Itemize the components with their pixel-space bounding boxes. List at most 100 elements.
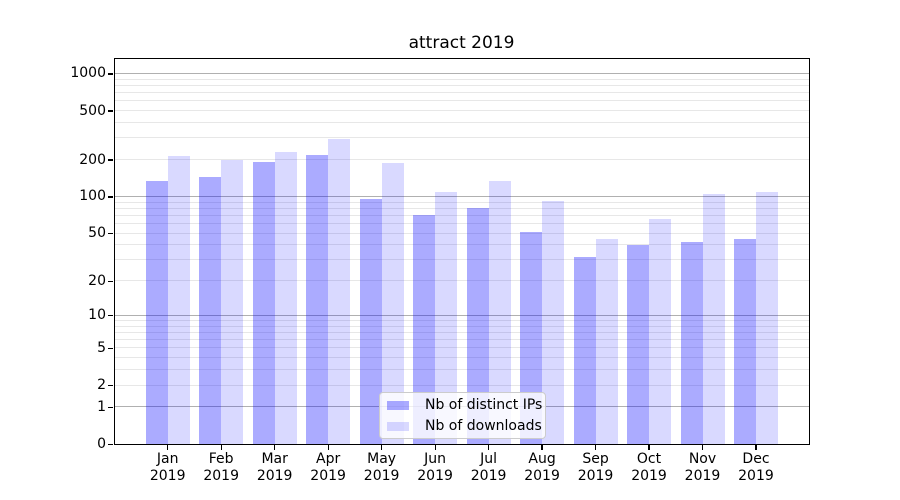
x-tick-label: Feb 2019: [203, 451, 239, 484]
chart-title: attract 2019: [408, 33, 515, 53]
x-tick-label: Nov 2019: [684, 451, 721, 484]
bar-sep-downloads: [595, 239, 618, 445]
minor-gridline: [113, 244, 810, 246]
minor-gridline: [113, 159, 810, 161]
y-tick-label: 100: [79, 188, 106, 205]
y-tick-label: 2: [97, 377, 106, 394]
legend-label-downloads: Nb of downloads: [425, 418, 542, 434]
minor-gridline: [113, 339, 810, 341]
x-tick-mark: [755, 445, 757, 450]
x-tick-mark: [434, 445, 436, 450]
x-tick-mark: [381, 445, 383, 450]
y-tick-mark: [108, 443, 113, 446]
x-tick-mark: [487, 445, 490, 450]
bar-jan-distinct-ips: [145, 181, 168, 445]
bar-mar-downloads: [274, 151, 297, 445]
x-tick-mark: [167, 445, 169, 450]
minor-gridline: [113, 357, 810, 359]
minor-gridline: [113, 137, 810, 139]
minor-gridline: [113, 110, 810, 112]
y-tick-label: 10: [88, 307, 106, 324]
y-tick-label: 1: [97, 398, 106, 415]
x-tick-mark: [594, 445, 597, 450]
y-tick-label: 1000: [70, 65, 106, 82]
bar-aug-distinct-ips: [520, 231, 543, 445]
x-tick-label: Dec 2019: [738, 451, 774, 484]
minor-gridline: [113, 201, 810, 203]
x-tick-label: Sep 2019: [577, 451, 614, 484]
bar-sep-distinct-ips: [573, 256, 596, 445]
y-tick-mark: [108, 280, 113, 282]
major-gridline: [113, 314, 810, 316]
x-tick-label: Jan 2019: [149, 451, 186, 484]
x-tick-mark: [701, 445, 704, 450]
x-tick-label: Aug 2019: [524, 451, 560, 484]
bar-may-distinct-ips: [359, 198, 382, 445]
y-tick-mark: [108, 315, 113, 317]
bar-jun-downloads: [435, 191, 458, 445]
bar-dec-distinct-ips: [733, 239, 756, 445]
x-tick-label: Apr 2019: [310, 451, 346, 484]
plot-area: [113, 58, 810, 445]
y-tick-mark: [108, 233, 113, 235]
bar-oct-downloads: [649, 218, 672, 445]
bar-nov-downloads: [702, 194, 725, 445]
x-tick-mark: [541, 445, 543, 450]
minor-gridline: [113, 320, 810, 321]
y-tick-label: 0: [97, 436, 106, 452]
y-tick-label: 5: [97, 339, 106, 356]
y-tick-mark: [108, 159, 113, 161]
minor-gridline: [113, 100, 810, 102]
bar-mar-distinct-ips: [252, 162, 275, 445]
minor-gridline: [113, 232, 810, 234]
x-tick-label: Mar 2019: [256, 451, 293, 484]
bar-dec-downloads: [755, 191, 778, 445]
bar-nov-distinct-ips: [680, 241, 703, 445]
minor-gridline: [113, 369, 810, 371]
bar-jan-downloads: [167, 156, 190, 445]
legend: Nb of distinct IPs Nb of downloads: [379, 392, 546, 439]
bar-jun-distinct-ips: [413, 215, 436, 445]
y-tick-mark: [108, 406, 113, 408]
bar-jul-distinct-ips: [466, 208, 489, 445]
bar-apr-distinct-ips: [306, 154, 329, 445]
x-tick-mark: [274, 445, 276, 450]
major-gridline: [113, 195, 810, 197]
legend-item-downloads: Nb of downloads: [380, 418, 545, 435]
minor-gridline: [113, 331, 810, 333]
minor-gridline: [113, 78, 810, 80]
legend-swatch-distinct-ips: [387, 400, 409, 410]
y-tick-mark: [108, 347, 113, 349]
x-tick-mark: [220, 445, 222, 450]
minor-gridline: [113, 84, 810, 86]
major-gridline: [113, 72, 810, 74]
minor-gridline: [113, 259, 810, 261]
y-tick-label: 500: [79, 102, 106, 119]
x-tick-label: Oct 2019: [631, 451, 667, 484]
x-tick-label: Jun 2019: [417, 451, 453, 484]
minor-gridline: [113, 280, 810, 282]
x-tick-label: Jul 2019: [470, 451, 507, 484]
bar-feb-downloads: [221, 159, 244, 445]
bar-feb-distinct-ips: [199, 176, 222, 445]
y-tick-mark: [108, 384, 113, 387]
minor-gridline: [113, 223, 810, 225]
y-tick-mark: [108, 73, 113, 75]
minor-gridline: [113, 325, 810, 327]
bar-aug-downloads: [542, 200, 565, 445]
x-tick-mark: [327, 445, 329, 450]
bar-jul-downloads: [488, 181, 511, 445]
minor-gridline: [113, 92, 810, 94]
minor-gridline: [113, 122, 810, 124]
legend-item-distinct-ips: Nb of distinct IPs: [380, 397, 545, 414]
legend-label-distinct-ips: Nb of distinct IPs: [425, 397, 543, 413]
y-tick-label: 20: [88, 272, 106, 289]
legend-swatch-downloads: [387, 421, 409, 431]
bar-may-downloads: [381, 163, 404, 445]
minor-gridline: [113, 347, 810, 349]
bar-apr-downloads: [328, 138, 351, 445]
y-tick-mark: [108, 110, 113, 112]
y-tick-mark: [108, 196, 113, 198]
minor-gridline: [113, 207, 810, 209]
